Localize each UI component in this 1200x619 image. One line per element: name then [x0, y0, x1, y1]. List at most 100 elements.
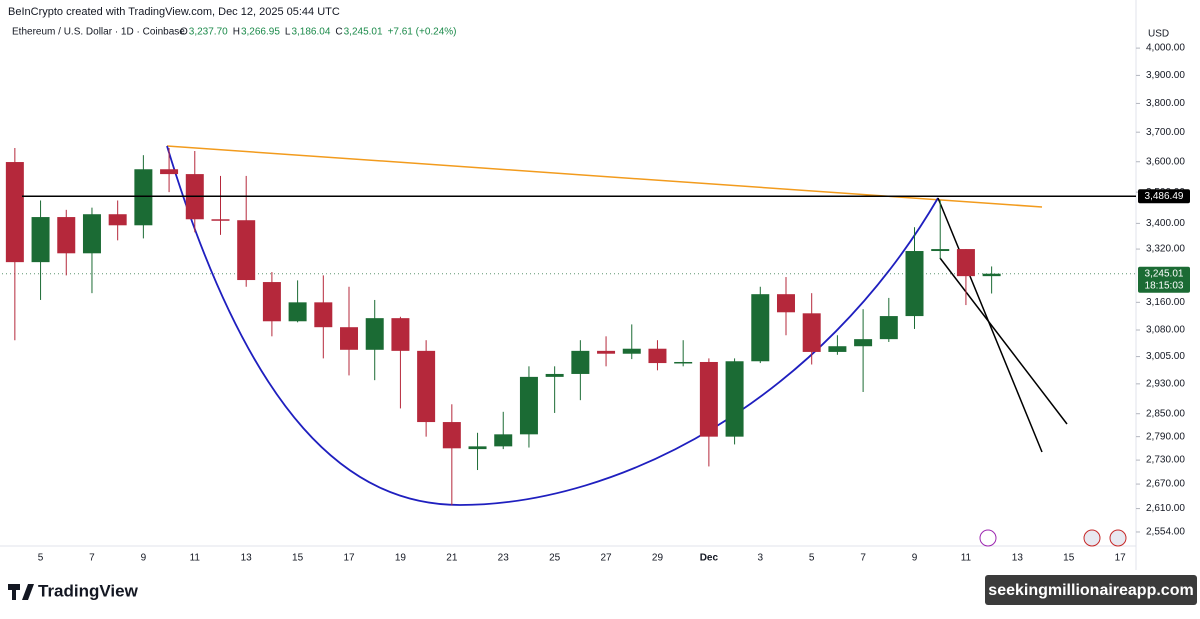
candle-body: [237, 220, 256, 281]
candle-body: [931, 249, 950, 252]
x-tick-label: 5: [809, 553, 815, 564]
candle-body: [802, 313, 821, 352]
x-tick-label: 3: [758, 553, 764, 564]
x-tick-label: 19: [395, 553, 407, 564]
candle-body: [776, 294, 795, 313]
candle-body: [31, 217, 50, 263]
y-tick-label: 2,930.00: [1146, 378, 1185, 389]
x-tick-label: 21: [446, 553, 458, 564]
candle-body: [468, 446, 487, 450]
candle-body: [494, 434, 513, 447]
x-tick-label: 7: [89, 553, 95, 564]
x-tick-label: 9: [141, 553, 147, 564]
watermark: seekingmillionaireapp.com: [988, 582, 1193, 599]
price-label-box: [1138, 189, 1190, 204]
candle-body: [442, 422, 461, 449]
candle-body: [828, 346, 847, 352]
y-tick-label: 3,600.00: [1146, 156, 1185, 167]
y-tick-label: 3,160.00: [1146, 297, 1185, 308]
candle-body: [391, 318, 410, 351]
y-tick-label: 3,080.00: [1146, 325, 1185, 336]
candle-body: [417, 350, 436, 423]
price-label-box: [1138, 266, 1190, 293]
legend-value: 3,186.04: [291, 27, 330, 38]
candle-body: [982, 273, 1001, 277]
y-tick-label: 2,850.00: [1146, 408, 1185, 419]
x-tick-label: 17: [1115, 553, 1127, 564]
y-tick-label: 3,800.00: [1146, 98, 1185, 109]
x-tick-label: 11: [190, 553, 201, 564]
candle-body: [288, 302, 307, 322]
x-tick-label: 29: [652, 553, 664, 564]
legend-key: L: [285, 27, 291, 38]
legend-key: O: [180, 27, 188, 38]
legend-change: +7.61 (+0.24%): [388, 27, 457, 38]
y-tick-label: 3,400.00: [1146, 218, 1185, 229]
x-tick-label: 23: [498, 553, 510, 564]
event-icon[interactable]: [1083, 529, 1101, 547]
candle-body: [905, 251, 924, 317]
legend-value: 3,266.95: [241, 27, 280, 38]
candle-body: [571, 350, 590, 374]
x-tick-label: 11: [961, 553, 972, 564]
symbol: Ethereum / U.S. Dollar · 1D · Coinbase: [12, 27, 185, 38]
candle-body: [160, 169, 179, 175]
candle-body: [134, 169, 153, 226]
trend-line: [166, 145, 1043, 208]
candle-body: [5, 162, 24, 263]
x-tick-label: 5: [38, 553, 44, 564]
candle-body: [519, 376, 538, 435]
candle-body: [674, 361, 693, 364]
event-icon[interactable]: [1109, 529, 1127, 547]
x-tick-label: 13: [1012, 553, 1024, 564]
y-tick-label: 2,554.00: [1146, 527, 1185, 538]
x-tick-label: 27: [600, 553, 612, 564]
candle-body: [545, 373, 564, 377]
candle-body: [108, 214, 127, 226]
event-icon[interactable]: [979, 529, 997, 547]
y-tick-label: 2,610.00: [1146, 503, 1185, 514]
legend-key: C: [335, 27, 342, 38]
candle-body: [751, 294, 770, 362]
candle-body: [211, 219, 230, 221]
candle-body: [340, 327, 359, 350]
y-tick-label: 4,000.00: [1146, 43, 1185, 54]
brand: TradingView: [38, 581, 139, 600]
candle-body: [597, 350, 616, 354]
x-tick-label: 13: [241, 553, 253, 564]
candle-body: [622, 348, 641, 354]
y-tick-label: 2,790.00: [1146, 431, 1185, 442]
candle-body: [82, 214, 101, 254]
candle-body: [365, 318, 384, 350]
candle-body: [648, 348, 667, 364]
brand-logo: [8, 584, 34, 600]
channel-line: [937, 197, 1043, 453]
y-tick-label: 3,700.00: [1146, 127, 1185, 138]
x-tick-label: 17: [343, 553, 355, 564]
y-tick-label: 3,005.00: [1146, 351, 1185, 362]
channel-line: [939, 257, 1068, 425]
candle-body: [725, 361, 744, 437]
x-tick-label: 15: [292, 553, 304, 564]
legend-key: H: [233, 27, 240, 38]
credit: BeInCrypto created with TradingView.com,…: [8, 6, 340, 18]
candle-body: [956, 249, 975, 277]
candle-body: [314, 302, 333, 328]
last-price-label: 3,245.01: [1145, 268, 1184, 279]
candle-body: [57, 217, 76, 254]
y-tick-label: 3,320.00: [1146, 244, 1185, 255]
watermark-box: [985, 575, 1197, 605]
resistance-label: 3,486.49: [1145, 191, 1184, 202]
y-tick-label: 3,900.00: [1146, 70, 1185, 81]
y-tick-label: 2,670.00: [1146, 479, 1185, 490]
x-tick-label: 9: [912, 553, 918, 564]
x-tick-label: 15: [1063, 553, 1075, 564]
candle-body: [854, 339, 873, 347]
x-tick-label: 25: [549, 553, 561, 564]
candle-body: [879, 316, 898, 340]
x-tick-label: Dec: [700, 553, 719, 564]
candle-body: [262, 282, 281, 322]
y-tick-label: 2,730.00: [1146, 455, 1185, 466]
candle-body: [699, 361, 718, 437]
